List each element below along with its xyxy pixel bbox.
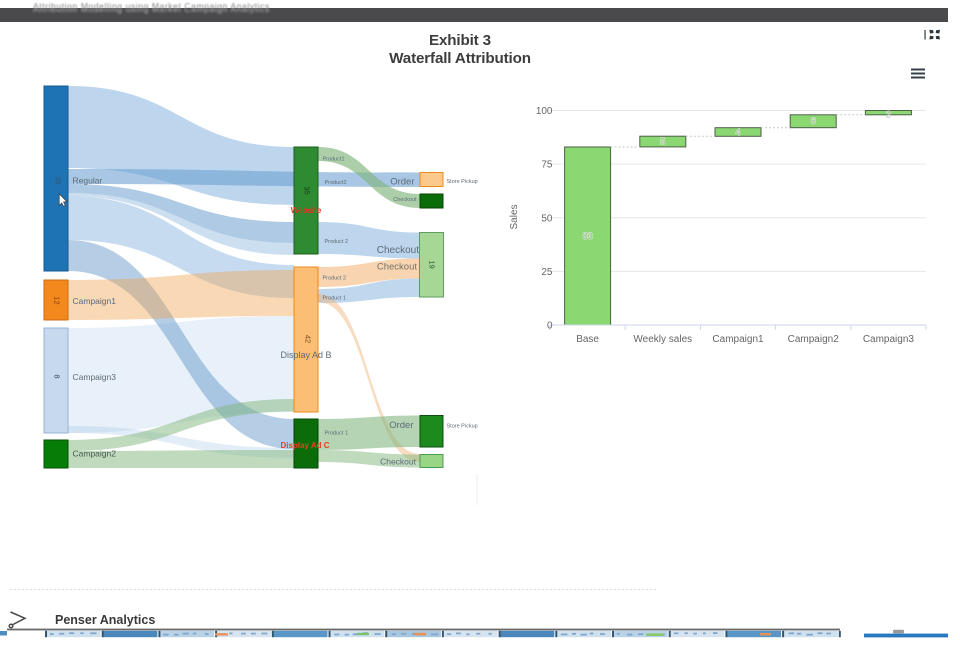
svg-text:19: 19	[428, 260, 437, 268]
svg-text:35: 35	[54, 176, 63, 184]
svg-text:42: 42	[304, 335, 313, 343]
svg-text:Product 2: Product 2	[323, 276, 347, 282]
svg-text:Checkout: Checkout	[377, 262, 417, 273]
svg-text:75: 75	[541, 160, 553, 171]
svg-text:6: 6	[811, 116, 816, 126]
svg-text:Order: Order	[389, 420, 413, 431]
svg-text:Campaign3: Campaign3	[73, 372, 117, 382]
svg-text:Checkout: Checkout	[377, 245, 419, 256]
svg-text:25: 25	[541, 267, 553, 278]
svg-text:50: 50	[541, 213, 553, 224]
svg-text:12: 12	[53, 296, 62, 304]
svg-text:Product 1: Product 1	[323, 296, 347, 302]
svg-text:Campaign1: Campaign1	[712, 334, 764, 345]
svg-text:35: 35	[303, 186, 312, 194]
svg-text:0: 0	[547, 321, 553, 332]
svg-text:Product1: Product1	[323, 157, 345, 163]
svg-text:Order: Order	[390, 177, 414, 188]
svg-text:Store Pickup: Store Pickup	[447, 424, 478, 430]
svg-text:Base: Base	[576, 334, 599, 345]
svg-text:Display Ad B: Display Ad B	[280, 350, 331, 360]
svg-text:Checkout: Checkout	[393, 197, 417, 203]
svg-text:Campaign1: Campaign1	[73, 296, 117, 306]
svg-text:4: 4	[735, 127, 740, 137]
svg-text:Campaign2: Campaign2	[788, 334, 840, 345]
svg-text:8: 8	[53, 374, 62, 378]
svg-text:100: 100	[536, 106, 553, 117]
svg-text:5: 5	[660, 137, 665, 147]
svg-text:Product2: Product2	[325, 180, 347, 186]
svg-text:2: 2	[886, 109, 891, 119]
svg-text:Regular: Regular	[73, 176, 103, 186]
svg-text:Display Ad C: Display Ad C	[280, 441, 329, 450]
svg-text:Sales: Sales	[509, 204, 520, 229]
svg-text:Campaign2: Campaign2	[73, 449, 117, 459]
svg-text:Product 1: Product 1	[325, 431, 349, 437]
svg-text:Product 2: Product 2	[325, 239, 349, 245]
svg-text:Website: Website	[291, 206, 322, 215]
svg-text:Campaign3: Campaign3	[863, 334, 915, 345]
svg-text:Checkout: Checkout	[380, 457, 417, 467]
svg-text:Store Pickup: Store Pickup	[447, 179, 478, 185]
svg-text:Weekly sales: Weekly sales	[633, 334, 692, 345]
svg-text:83: 83	[583, 231, 593, 241]
